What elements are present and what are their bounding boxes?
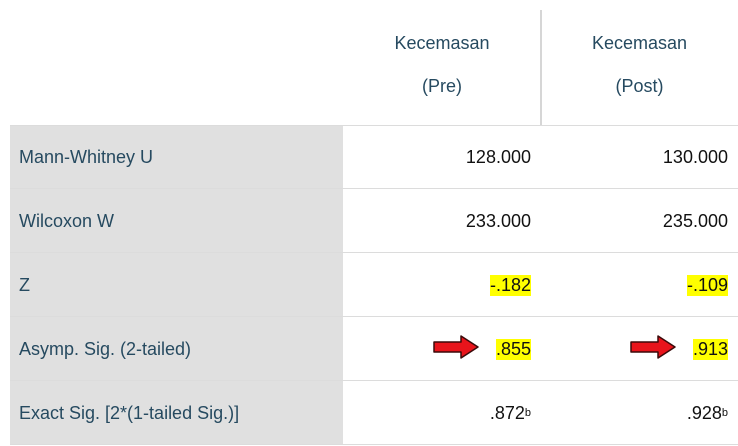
column-separator	[540, 10, 542, 125]
row-label: Exact Sig. [2*(1-tailed Sig.)]	[10, 381, 343, 445]
cell-value: 128.000	[465, 146, 531, 167]
red-arrow	[630, 334, 676, 364]
cell: -.182	[343, 253, 541, 317]
cell-value: .872	[489, 402, 525, 423]
cell-value: .928	[686, 402, 722, 423]
cell-value: -.109	[686, 274, 728, 296]
cell: 130.000	[541, 125, 738, 189]
cell-value: -.182	[489, 274, 531, 296]
cell-value: 235.000	[662, 210, 728, 231]
cell: .855	[343, 317, 541, 381]
cell-value: .913	[692, 338, 728, 360]
header-line: (Post)	[615, 76, 664, 96]
cell: 128.000	[343, 125, 541, 189]
arrow-icon	[630, 334, 676, 359]
row-divider	[10, 188, 738, 189]
row-divider	[10, 444, 738, 445]
row-label: Z	[10, 253, 343, 317]
row-label: Wilcoxon W	[10, 189, 343, 253]
cell: -.109	[541, 253, 738, 317]
cell-value: .855	[495, 338, 531, 360]
row-divider	[10, 380, 738, 381]
cell: .872 b	[343, 381, 541, 445]
header-line: Kecemasan	[394, 33, 490, 53]
cell: 235.000	[541, 189, 738, 253]
row-label: Mann-Whitney U	[10, 125, 343, 189]
header-line: Kecemasan	[591, 33, 688, 53]
row-divider	[10, 316, 738, 317]
row-label: Asymp. Sig. (2-tailed)	[10, 317, 343, 381]
cell-value: 130.000	[662, 146, 728, 167]
header-line: (Pre)	[422, 76, 462, 96]
red-arrow	[433, 334, 479, 364]
cell: .928 b	[541, 381, 738, 445]
row-divider	[10, 125, 738, 126]
cell: .913	[541, 317, 738, 381]
column-header: Kecemasan (Post)	[541, 22, 738, 108]
row-divider	[10, 252, 738, 253]
cell-value: 233.000	[465, 210, 531, 231]
cell: 233.000	[343, 189, 541, 253]
column-header: Kecemasan (Pre)	[343, 22, 541, 108]
arrow-icon	[433, 334, 479, 359]
